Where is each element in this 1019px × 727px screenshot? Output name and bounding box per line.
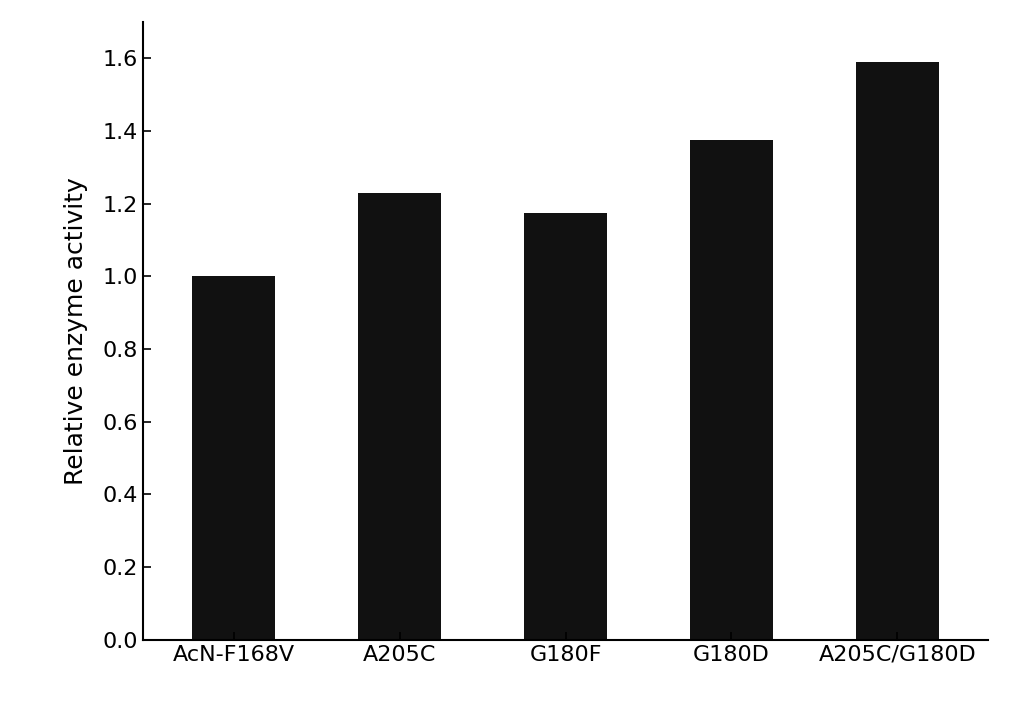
Bar <box>524 213 607 640</box>
Bar <box>856 62 938 640</box>
Bar <box>690 140 772 640</box>
Bar <box>193 276 275 640</box>
Y-axis label: Relative enzyme activity: Relative enzyme activity <box>64 177 89 485</box>
Bar <box>359 193 441 640</box>
